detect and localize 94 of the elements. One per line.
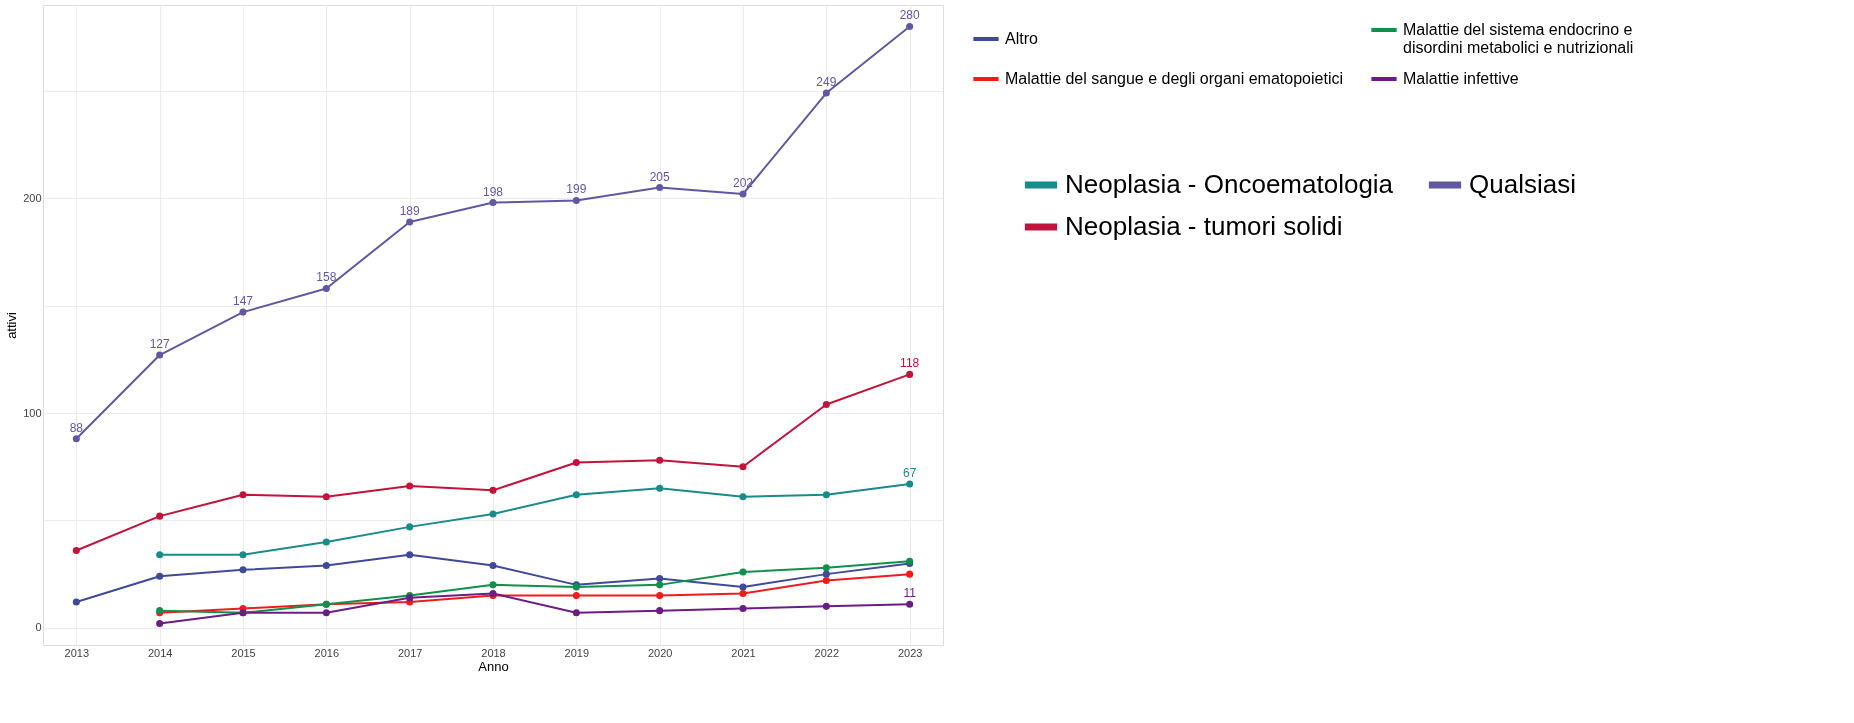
data-label: 249 <box>816 75 837 90</box>
data-label: 202 <box>732 175 754 190</box>
point <box>322 493 330 501</box>
point <box>406 218 414 226</box>
point <box>822 577 830 585</box>
y-axis-title: attivi <box>4 312 20 339</box>
point <box>239 566 247 574</box>
point <box>322 284 330 293</box>
point <box>572 196 580 204</box>
point <box>156 619 164 628</box>
data-label: 88 <box>69 420 84 435</box>
x-tick-label: 2021 <box>731 646 756 659</box>
point <box>239 308 247 316</box>
point <box>489 199 497 207</box>
data-label: 118 <box>900 356 920 371</box>
data-label: 198 <box>482 184 504 199</box>
x-tick-label: 2022 <box>814 646 840 659</box>
point <box>156 512 164 520</box>
point <box>572 609 580 617</box>
point <box>656 456 664 464</box>
legend-label: Qualsiasi <box>1469 169 1576 199</box>
point <box>822 570 830 578</box>
point <box>822 89 830 97</box>
data-label: 205 <box>649 169 670 184</box>
data-label: 158 <box>316 270 337 285</box>
x-tick-label: 2020 <box>647 646 673 659</box>
point <box>822 602 830 610</box>
data-label: 67 <box>902 465 917 480</box>
point <box>72 435 80 443</box>
point <box>406 551 414 559</box>
point <box>406 523 414 531</box>
point <box>906 570 914 578</box>
point <box>656 592 664 600</box>
point <box>906 600 914 608</box>
legend-label: Altro <box>1005 30 1038 47</box>
point <box>739 493 747 501</box>
point <box>572 592 580 600</box>
data-label: 11 <box>903 586 917 601</box>
data-label: 189 <box>399 203 420 218</box>
point <box>656 574 664 582</box>
x-tick-label: 2019 <box>564 646 590 659</box>
legend-label: Malattie del sistema endocrino e disordini metabolici e nutrizionali <box>1403 21 1634 56</box>
point <box>739 583 747 591</box>
x-tick-label: 2016 <box>314 646 340 659</box>
point <box>739 190 747 198</box>
x-tick-label: 2013 <box>64 646 90 659</box>
point <box>322 538 330 546</box>
x-tick-label: 2014 <box>147 646 173 659</box>
point <box>739 568 747 576</box>
point <box>906 22 914 31</box>
x-tick-label: 2018 <box>481 646 506 659</box>
point <box>739 463 747 471</box>
legend-label: Neoplasia - tumori solidi <box>1065 211 1343 241</box>
point <box>656 607 664 615</box>
point <box>156 551 164 559</box>
point <box>239 491 247 499</box>
point <box>406 482 414 490</box>
point <box>739 589 747 597</box>
data-label: 127 <box>149 337 170 352</box>
point <box>572 458 580 466</box>
point <box>489 562 497 570</box>
point <box>322 609 330 617</box>
point <box>156 351 164 359</box>
point <box>156 572 164 580</box>
x-tick-label: 2023 <box>897 646 923 659</box>
x-tick-label: 2015 <box>231 646 256 659</box>
data-label: 147 <box>232 294 254 309</box>
legend-label: Malattie infettive <box>1403 70 1519 87</box>
point <box>656 184 664 192</box>
point <box>489 486 497 494</box>
point <box>822 491 830 499</box>
y-tick-label: 0 <box>35 621 42 634</box>
y-tick-label: 100 <box>23 406 42 419</box>
point <box>822 400 830 408</box>
legend-label: Neoplasia - Oncoematologia <box>1065 169 1394 199</box>
legend-label: Malattie del sangue e degli organi ematopoietici <box>1005 70 1343 87</box>
point <box>906 370 914 378</box>
point <box>822 564 830 572</box>
data-label: 280 <box>899 8 920 23</box>
point <box>739 604 747 613</box>
point <box>72 546 80 555</box>
point <box>489 510 497 518</box>
point <box>572 491 580 499</box>
point <box>489 581 497 589</box>
point <box>72 598 80 606</box>
point <box>322 562 330 570</box>
point <box>656 484 664 492</box>
x-tick-label: 2017 <box>397 646 423 659</box>
point <box>239 551 247 559</box>
point <box>656 581 664 589</box>
point <box>906 480 914 488</box>
data-label: 199 <box>566 182 587 197</box>
x-axis-title: Anno <box>478 658 509 674</box>
y-tick-label: 200 <box>23 191 42 204</box>
